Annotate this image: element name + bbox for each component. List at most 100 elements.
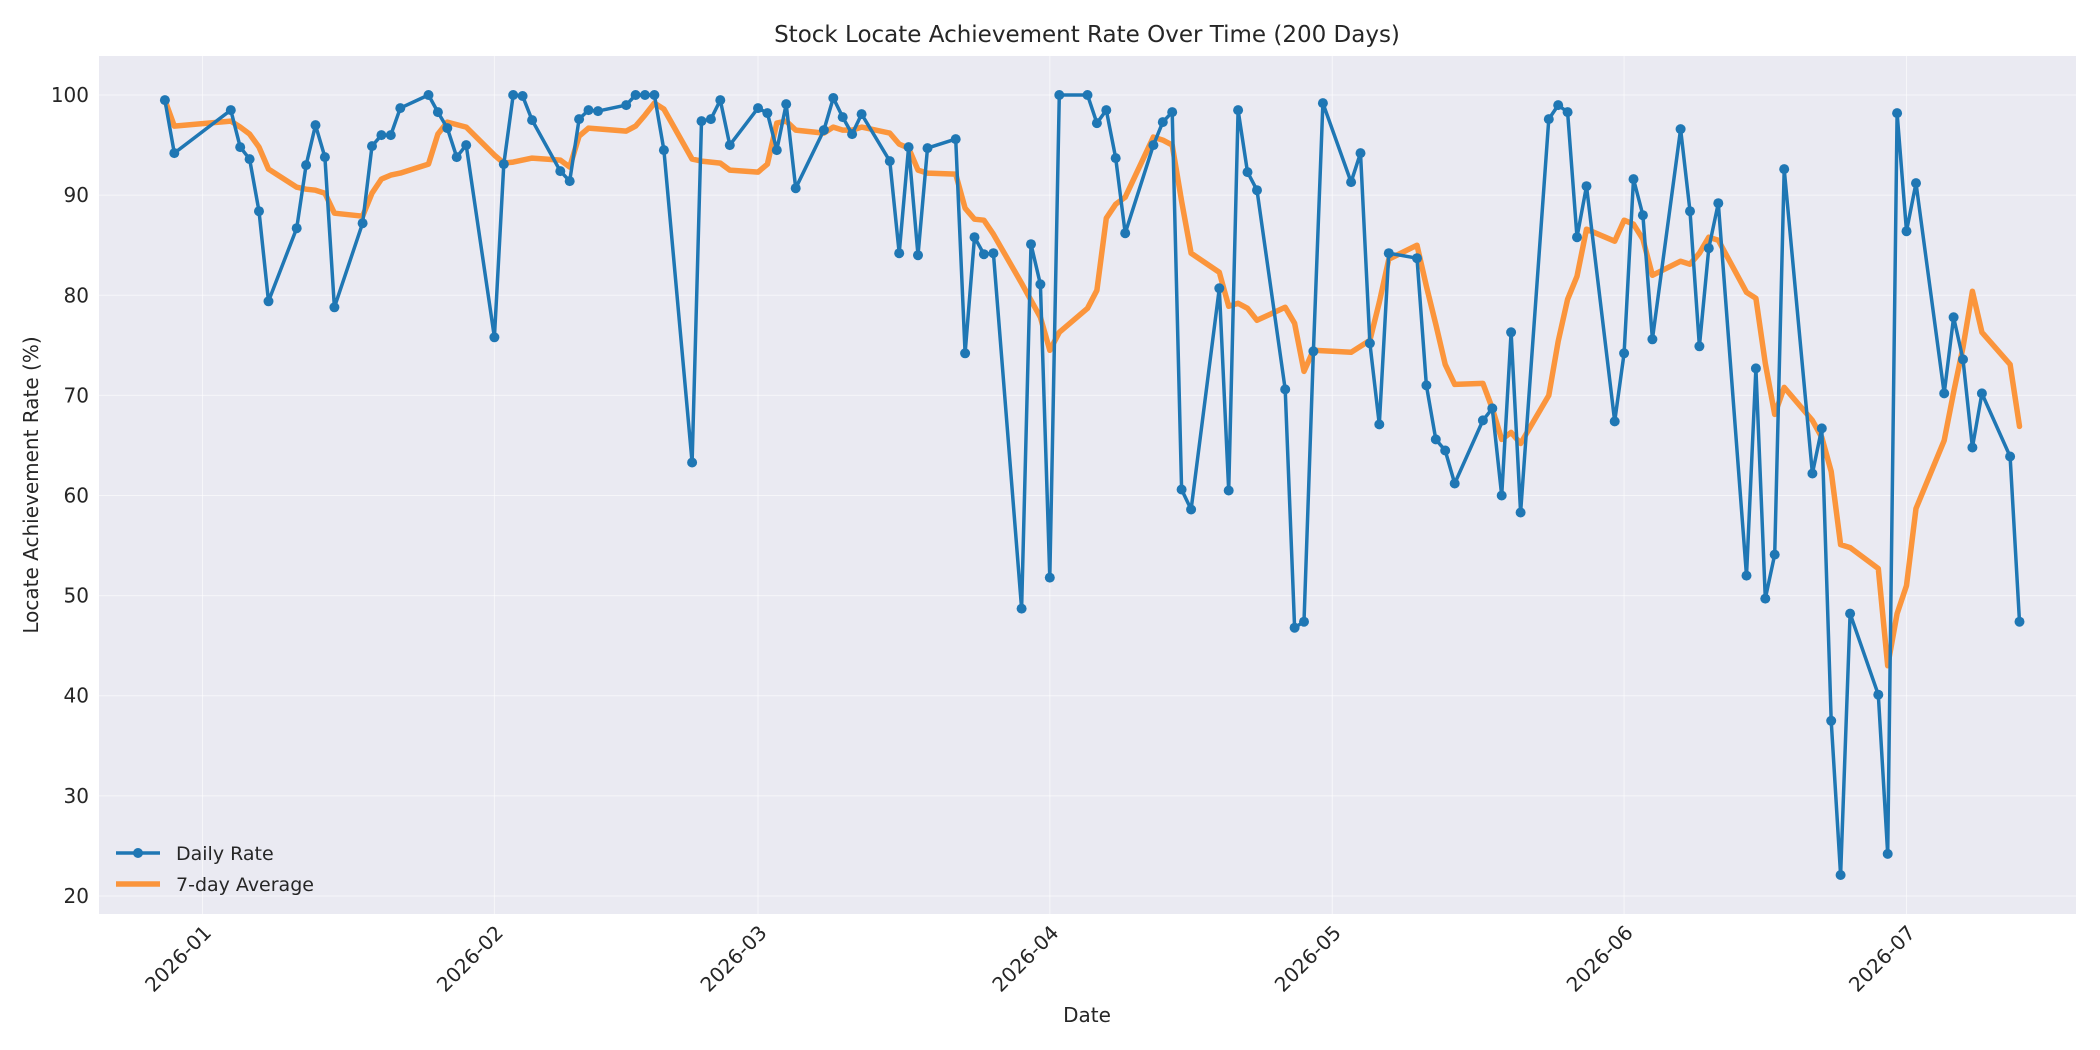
daily-rate-point — [1948, 312, 1959, 323]
daily-rate-point — [1911, 178, 1921, 189]
y-tick-label: 100 — [51, 83, 89, 107]
daily-rate-point — [1280, 384, 1291, 395]
daily-rate-point — [1449, 478, 1460, 489]
daily-rate-point — [1873, 689, 1884, 700]
daily-rate-point — [244, 154, 255, 165]
daily-rate-point — [1383, 248, 1394, 259]
daily-rate-point — [517, 91, 528, 101]
daily-rate-point — [988, 248, 999, 259]
daily-rate-point — [1892, 108, 1903, 119]
daily-rate-point — [1901, 226, 1912, 237]
daily-rate-point — [498, 159, 509, 170]
daily-rate-point — [828, 93, 839, 103]
legend-label: 7-day Average — [176, 874, 314, 896]
daily-rate-point — [1515, 507, 1526, 518]
daily-rate-point — [630, 90, 641, 100]
daily-rate-point — [856, 109, 867, 120]
daily-rate-point — [1750, 363, 1761, 374]
daily-rate-point — [1496, 490, 1507, 501]
daily-rate-point — [1769, 549, 1780, 560]
y-tick-label: 70 — [64, 383, 89, 407]
daily-rate-point — [555, 166, 566, 177]
x-tick-label: 2026-01 — [140, 921, 216, 997]
y-tick-label: 20 — [64, 884, 89, 908]
daily-rate-point — [263, 296, 274, 307]
daily-rate-point — [376, 130, 387, 141]
daily-rate-point — [1233, 105, 1244, 116]
daily-rate-point — [753, 103, 763, 114]
daily-rate-point — [1713, 198, 1724, 209]
daily-rate-point — [2005, 451, 2016, 462]
daily-rate-point — [1685, 206, 1695, 217]
daily-rate-point — [1835, 870, 1846, 880]
daily-rate-point — [1346, 177, 1357, 188]
daily-rate-point — [1148, 140, 1159, 151]
daily-rate-point — [1176, 484, 1187, 495]
daily-rate-point — [724, 140, 735, 151]
daily-rate-point — [1044, 572, 1055, 583]
daily-rate-point — [1308, 346, 1319, 357]
daily-rate-point — [1430, 434, 1441, 445]
daily-rate-point — [1581, 181, 1592, 192]
x-tick-label: 2026-02 — [432, 921, 508, 997]
daily-rate-point — [1091, 118, 1102, 129]
legend-label: Daily Rate — [176, 843, 274, 865]
x-tick-label: 2026-06 — [1562, 921, 1638, 997]
daily-rate-point — [913, 250, 923, 261]
daily-rate-point — [1967, 442, 1978, 453]
daily-rate-point — [319, 152, 330, 163]
daily-rate-point — [1637, 210, 1648, 221]
daily-rate-point — [687, 457, 698, 468]
daily-rate-point — [1543, 114, 1554, 125]
daily-rate-point — [781, 99, 792, 110]
daily-rate-point — [1882, 848, 1893, 859]
daily-rate-point — [649, 90, 660, 100]
daily-rate-point — [564, 176, 575, 187]
daily-rate-point — [922, 143, 933, 154]
daily-rate-point — [884, 156, 895, 167]
x-axis-label: Date — [1063, 1003, 1111, 1027]
daily-rate-point — [1939, 388, 1950, 399]
daily-rate-point — [451, 152, 462, 163]
daily-rate-point — [762, 108, 773, 119]
daily-rate-point — [903, 142, 914, 153]
daily-rate-point — [508, 90, 519, 100]
daily-rate-point — [1572, 232, 1582, 243]
legend: Daily Rate 7-day Average — [116, 843, 314, 896]
daily-rate-point — [1054, 90, 1065, 100]
daily-rate-series — [159, 90, 2025, 880]
daily-rate-point — [1816, 423, 1827, 434]
daily-rate-point — [771, 145, 782, 156]
daily-rate-point — [950, 134, 961, 145]
daily-rate-point — [291, 223, 302, 234]
daily-rate-point — [1421, 380, 1432, 391]
daily-rate-point — [1647, 334, 1658, 345]
daily-rate-point — [1958, 354, 1968, 365]
daily-rate-point — [527, 115, 538, 126]
y-tick-label: 50 — [64, 584, 89, 608]
daily-rate-point — [1703, 243, 1714, 254]
daily-rate-point — [1082, 90, 1093, 100]
daily-rate-point — [1609, 416, 1620, 427]
legend-marker — [133, 848, 143, 858]
daily-rate-point — [385, 130, 396, 141]
daily-rate-point — [705, 114, 716, 125]
daily-rate-point — [1317, 98, 1328, 109]
daily-rate-point — [1214, 283, 1225, 294]
daily-rate-point — [225, 105, 236, 116]
daily-rate-point — [658, 145, 669, 156]
daily-rate-point — [1252, 185, 1262, 196]
daily-rate-point — [790, 183, 801, 194]
daily-rate-point — [1807, 468, 1818, 479]
x-tick-labels: 2026-01 2026-02 2026-03 2026-04 2026-05 2026-… — [140, 921, 1920, 997]
daily-rate-point — [960, 348, 971, 359]
daily-rate-point — [301, 160, 312, 171]
daily-rate-point — [1440, 445, 1451, 456]
daily-rate-point — [357, 218, 368, 229]
y-tick-label: 60 — [64, 484, 89, 508]
daily-rate-point — [169, 148, 180, 159]
daily-rate-point — [329, 302, 340, 313]
daily-rate-point — [1741, 570, 1752, 581]
daily-rate-point — [1628, 174, 1639, 185]
